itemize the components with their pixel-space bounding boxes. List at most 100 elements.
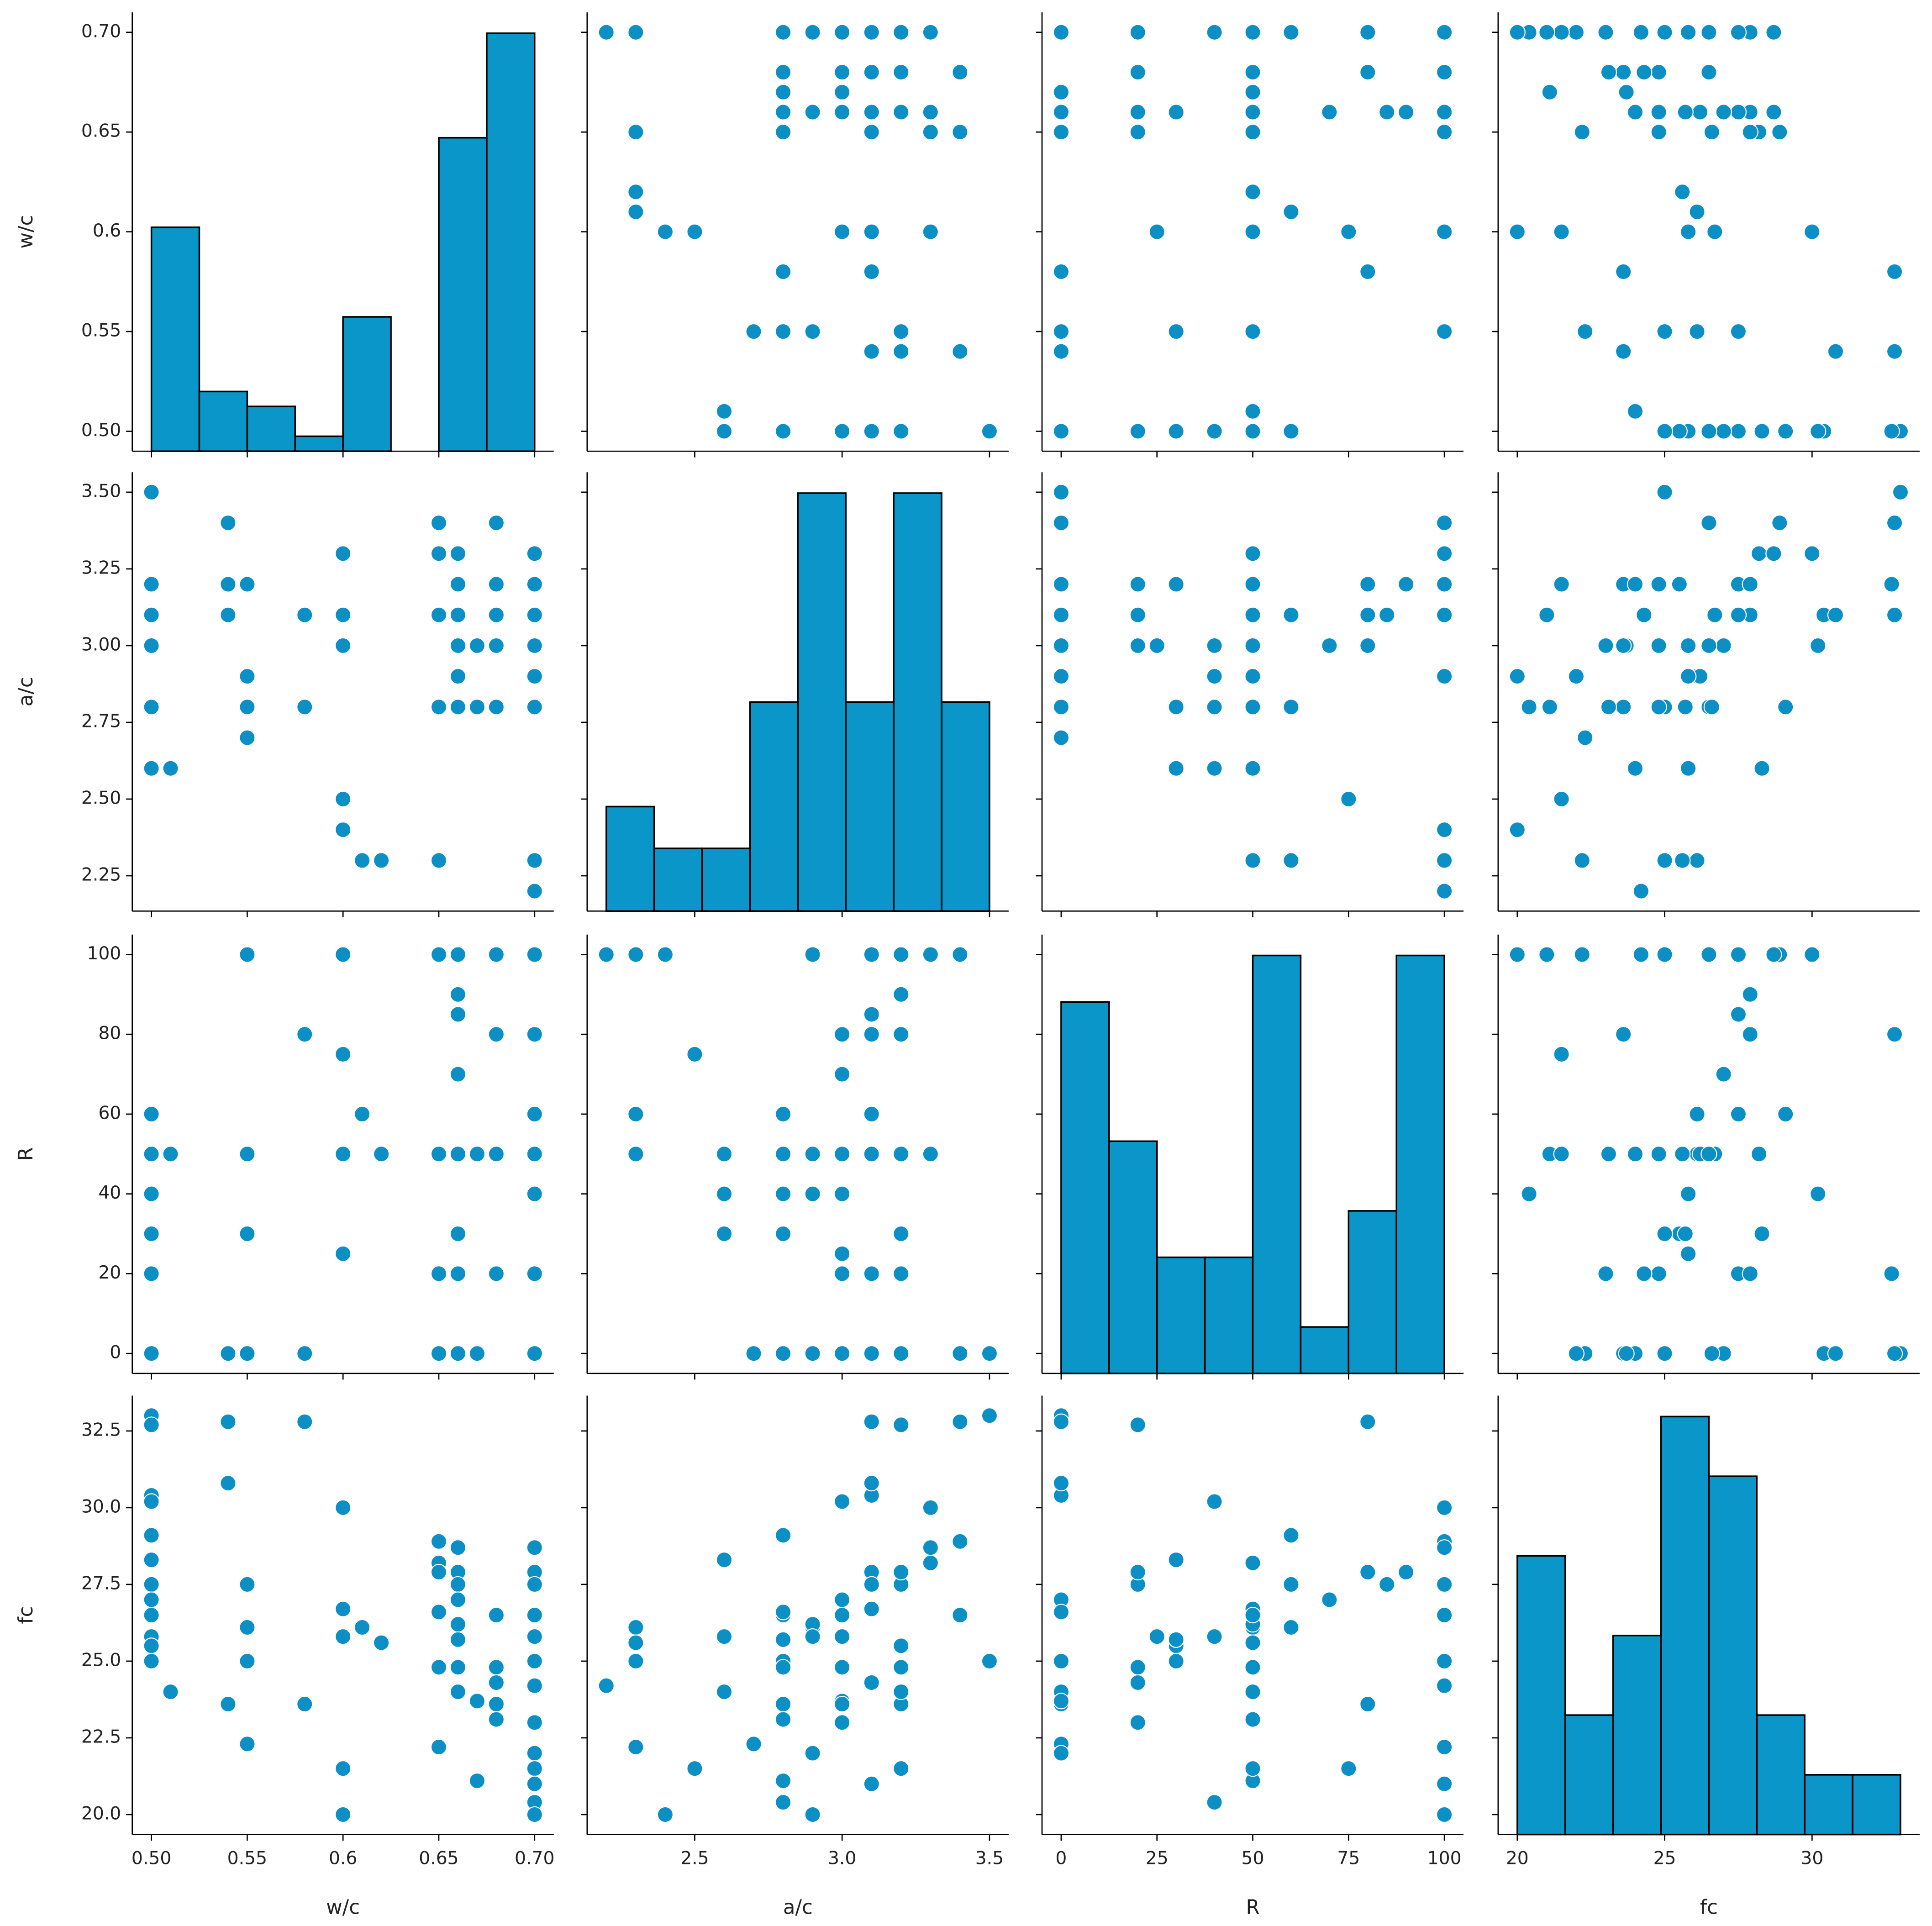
scatter-point (1689, 852, 1706, 869)
scatter-point (1436, 1806, 1453, 1823)
scatter-point (657, 946, 674, 963)
scatter-point (863, 263, 880, 280)
scatter-point (143, 1345, 160, 1362)
scatter-point (1541, 84, 1558, 100)
scatter-point (526, 1652, 543, 1670)
scatter-point (1568, 24, 1585, 41)
scatter-point (449, 1146, 467, 1163)
scatter-point (1674, 852, 1691, 869)
hist-bar (1395, 954, 1445, 1374)
hist-bar (1060, 1001, 1110, 1374)
scatter-point (863, 423, 880, 440)
hist-bar (1156, 1256, 1206, 1374)
scatter-point (449, 668, 467, 685)
scatter-point (335, 1806, 352, 1823)
scatter-point (893, 423, 910, 440)
scatter-point (488, 1026, 505, 1043)
scatter-point (373, 1634, 390, 1651)
scatter-point (143, 637, 160, 654)
scatter-point (1691, 104, 1709, 121)
scatter-point (1680, 1185, 1697, 1202)
scatter-point (1615, 637, 1632, 654)
scatter-point (893, 1683, 910, 1700)
scatter-point (686, 1760, 703, 1777)
scatter-point (834, 1185, 851, 1202)
scatter-point (449, 1591, 467, 1608)
scatter-point (143, 1652, 160, 1670)
scatter-point (1574, 946, 1590, 963)
scatter-point (1053, 104, 1070, 121)
scatter-point (834, 1026, 851, 1043)
scatter-point (1753, 760, 1770, 777)
scatter-point (1053, 729, 1070, 746)
scatter-point (1627, 104, 1644, 121)
scatter-point (627, 1105, 644, 1123)
scatter-point (239, 1146, 256, 1163)
scatter-point (1206, 637, 1223, 654)
scatter-point (526, 1760, 543, 1777)
scatter-point (1321, 104, 1338, 121)
scatter-point (1244, 1554, 1261, 1571)
scatter-point (1244, 576, 1261, 593)
scatter-point (1538, 606, 1555, 623)
scatter-point (893, 343, 910, 360)
hist-bar (1564, 1714, 1614, 1836)
scatter-point (1886, 343, 1903, 360)
scatter-point (1129, 63, 1146, 81)
scatter-point (1715, 104, 1732, 121)
scatter-point (716, 1185, 733, 1202)
scatter-point (1340, 1760, 1357, 1777)
scatter-point (1730, 24, 1747, 41)
scatter-point (488, 637, 505, 654)
scatter-point (834, 1695, 851, 1713)
scatter-point (834, 1245, 851, 1262)
scatter-point (627, 184, 644, 200)
scatter-point (1656, 1225, 1673, 1242)
scatter-point (774, 323, 792, 340)
scatter-point (834, 84, 851, 100)
scatter-point (335, 1499, 352, 1516)
scatter-point (143, 576, 160, 593)
scatter-point (774, 423, 792, 440)
scatter-point (893, 24, 910, 41)
scatter-point (774, 1225, 792, 1242)
scatter-point (430, 1738, 447, 1756)
scatter-point (162, 760, 179, 777)
scatter-point (1677, 104, 1694, 121)
hist-bar (1348, 1210, 1397, 1374)
scatter-point (1771, 514, 1788, 531)
scatter-point (1244, 104, 1261, 121)
scatter-point (863, 1146, 880, 1163)
x-tick-label: 3.0 (828, 1848, 856, 1868)
scatter-point (1436, 63, 1453, 81)
scatter-point (863, 1265, 880, 1282)
scatter-point (449, 1006, 467, 1023)
scatter-point (526, 1677, 543, 1694)
scatter-point (1206, 760, 1223, 777)
scatter-point (1244, 24, 1261, 41)
scatter-point (1244, 1659, 1261, 1676)
scatter-point (469, 1146, 486, 1163)
scatter-point (449, 1539, 467, 1556)
scatter-point (1777, 1105, 1794, 1123)
scatter-point (716, 403, 733, 420)
scatter-point (1730, 423, 1747, 440)
scatter-point (893, 323, 910, 340)
scatter-point (162, 1683, 179, 1700)
y-tick-label: 0.55 (81, 321, 121, 341)
scatter-point (1053, 637, 1070, 654)
scatter-point (1742, 124, 1758, 141)
scatter-point (239, 1736, 256, 1752)
scatter-point (143, 1225, 160, 1242)
scatter-point (1730, 606, 1747, 623)
scatter-point (893, 1637, 910, 1654)
scatter-point (893, 1345, 910, 1362)
scatter-point (1398, 576, 1415, 593)
scatter-point (774, 1185, 792, 1202)
scatter-point (488, 946, 505, 963)
scatter-point (1283, 1527, 1300, 1544)
scatter-point (1436, 852, 1453, 869)
scatter-point (1168, 423, 1184, 440)
scatter-point (1168, 1652, 1184, 1670)
